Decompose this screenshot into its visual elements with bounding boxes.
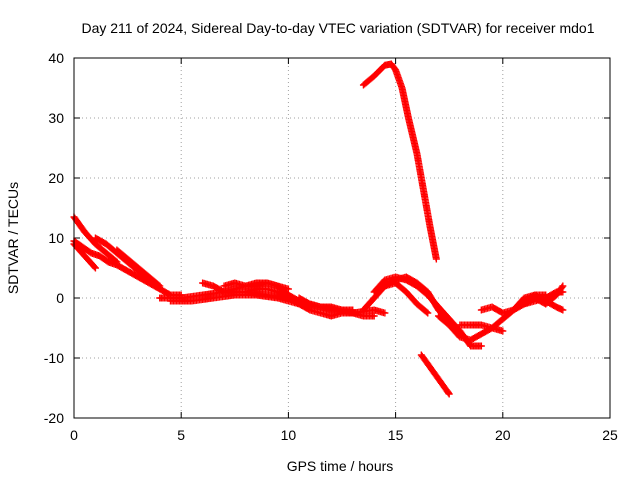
x-tick-label: 15 [388,427,404,443]
data-series-arc-14 [381,279,432,317]
x-tick-label: 10 [281,427,297,443]
data-series-arc-10 [242,285,378,320]
grid-layer [74,58,610,418]
data-point [91,264,99,272]
data-point [423,308,431,316]
data-point [559,288,567,296]
x-tick-label: 0 [70,427,78,443]
data-point [381,309,389,317]
data-point [424,309,432,317]
x-tick-label: 25 [602,427,618,443]
y-tick-label: -10 [44,350,64,366]
data-point [349,309,357,317]
data-series-arc-11 [295,294,357,317]
tick-layer: 0 5 10 15 20 25 -20 -10 0 10 20 30 40 [44,50,618,443]
x-tick-label: 20 [495,427,511,443]
y-tick-label: 0 [56,290,64,306]
data-series-arc-13 [370,273,485,350]
data-point [559,306,567,314]
data-point [444,389,452,397]
data-series-arc-15 [359,60,440,263]
y-tick-label: -20 [44,410,64,426]
data-point [284,285,292,293]
y-axis-label: SDTVAR / TECUs [5,182,21,294]
y-tick-label: 30 [48,110,64,126]
y-tick-label: 40 [48,50,64,66]
data-series-arc-9 [220,279,292,293]
data-series-arc-2 [70,237,164,293]
x-tick-label: 5 [177,427,185,443]
data-layer [70,60,567,398]
y-tick-label: 10 [48,230,64,246]
data-series-arc-16 [417,351,453,398]
data-point [499,327,507,335]
data-point [559,282,567,290]
data-point [432,255,440,263]
data-point [445,390,453,398]
data-point [155,281,163,289]
x-axis-label: GPS time / hours [287,458,394,474]
data-point [370,312,378,320]
data-point [90,263,98,271]
data-series-arc-21 [520,288,567,308]
data-point [156,282,164,290]
data-point [477,342,485,350]
plot-frame [73,57,611,419]
data-series-arc-3 [70,240,99,272]
data-series-arc-18 [456,321,507,335]
chart-title: Day 211 of 2024, Sidereal Day-to-day VTE… [81,20,594,36]
data-series-arc-5 [113,246,164,290]
y-tick-label: 20 [48,170,64,186]
